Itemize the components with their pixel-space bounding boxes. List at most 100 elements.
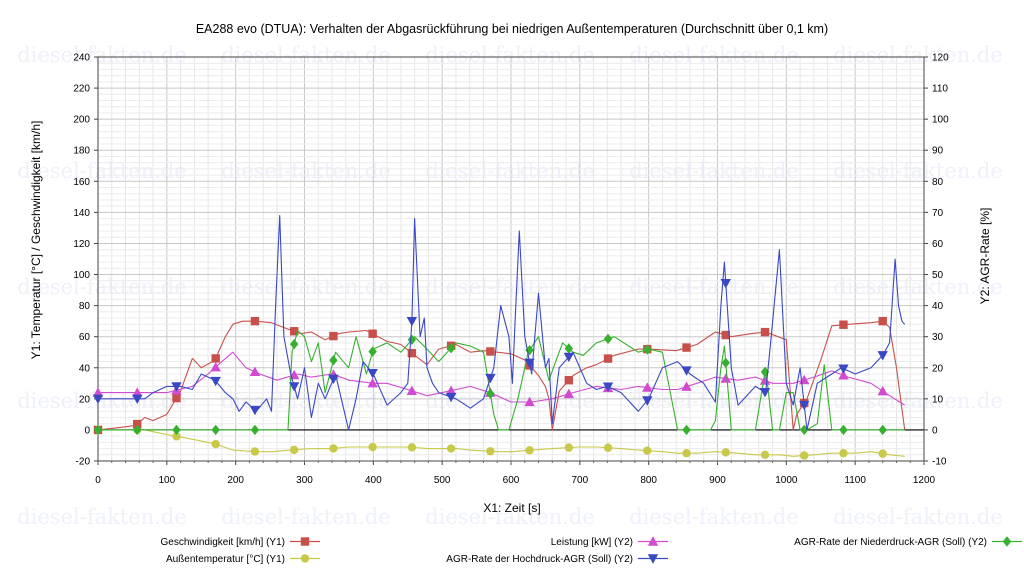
data-point [329,355,338,366]
x-tick-label: 700 [571,475,588,486]
data-point [289,327,299,336]
data-point [406,316,418,327]
y2-tick-label: 20 [932,363,944,374]
data-point [368,346,377,357]
data-point [367,368,378,379]
data-point [643,446,652,455]
data-point [721,448,730,457]
legend-label: Leistung [kW] (Y2) [551,537,633,548]
legend-label: AGR-Rate der Hochdruck-AGR (Soll) (Y2) [446,554,633,565]
data-point [486,347,495,356]
legend-label: AGR-Rate der Niederdruck-AGR (Soll) (Y2) [794,537,987,548]
series-4 [92,214,906,431]
x-tick-label: 1200 [913,475,936,486]
data-point [93,424,103,436]
y2-tick-label: 90 [932,146,944,157]
data-point [445,392,457,403]
x-tick-label: 200 [227,475,244,486]
y-axis-label: Y1: Temperatur [°C] / Geschwindigkeit [k… [29,121,43,360]
data-point [839,320,848,329]
data-point [760,450,770,459]
data-point [800,451,809,460]
y2-tick-label: 70 [932,208,944,219]
data-point [172,432,181,441]
data-point [682,424,691,436]
data-point [486,447,495,456]
data-point [721,330,730,340]
data-point [329,331,338,341]
x-tick-label: 300 [296,475,313,486]
data-point [368,329,377,338]
data-point [878,316,887,326]
data-point [367,378,378,388]
data-point [681,381,692,391]
x-tick-label: 900 [709,475,726,486]
data-point [525,446,534,455]
data-point [643,344,652,355]
y2-tick-label: 50 [932,270,944,281]
y2-tick-label: 60 [932,239,944,250]
data-point [486,388,495,399]
data-point [838,370,849,380]
data-point [524,358,535,368]
data-point [877,351,888,361]
data-point [132,394,143,405]
series-line [98,214,906,431]
data-point [760,327,770,337]
y-tick-label: 80 [79,301,91,312]
y-tick-label: 220 [73,84,90,95]
data-point [407,348,417,358]
y2-tick-label: 10 [932,394,944,405]
data-point [132,387,143,397]
data-point [211,354,220,363]
series-line [98,429,905,457]
data-point [406,385,418,396]
data-point [799,400,810,411]
data-point [878,449,887,458]
data-point [249,366,261,377]
data-point [288,382,300,392]
x-tick-label: 800 [640,475,657,486]
y2-tick-label: 120 [932,53,949,64]
legend-marker [647,536,659,546]
data-point [250,447,260,456]
data-point [211,424,220,436]
data-point [563,388,575,399]
data-point [524,396,535,407]
data-point [682,343,691,352]
x-tick-label: 400 [365,475,382,486]
y-tick-label: 100 [73,270,90,281]
series-5 [93,329,905,436]
data-point [445,385,457,395]
data-point [211,439,220,449]
x-tick-label: 500 [434,475,451,486]
x-axis-label: X1: Zeit [s] [483,501,540,515]
legend-item: Leistung [kW] (Y2) [551,536,668,548]
data-point [838,364,849,374]
y-tick-label: 60 [79,332,91,343]
y2-axis-label: Y2: AGR-Rate [%] [978,208,992,305]
legend-item: Geschwindigkeit [km/h] (Y1) [161,537,320,548]
data-point [759,388,771,398]
y-tick-label: 200 [73,115,90,126]
data-point [642,382,653,392]
y-tick-label: 20 [79,394,91,405]
y-tick-label: -20 [76,457,91,468]
data-point [682,449,691,458]
data-point [446,342,456,354]
legend-label: Geschwindigkeit [km/h] (Y1) [161,537,286,548]
data-point [172,393,181,403]
data-point [564,443,574,452]
legend-item: Außentemperatur [°C] (Y1) [166,554,320,565]
grid [97,56,925,462]
data-point [602,382,614,392]
data-point [289,445,299,455]
y2-tick-label: 110 [932,84,948,95]
chart-title: EA288 evo (DTUA): Verhalten der Abgasrüc… [196,22,828,36]
y2-tick-label: 40 [932,301,944,312]
y2-tick-label: 100 [932,115,949,126]
data-point [800,424,809,436]
legend-item: AGR-Rate der Niederdruck-AGR (Soll) (Y2) [794,536,1022,548]
y2-tick-label: -10 [932,457,947,468]
